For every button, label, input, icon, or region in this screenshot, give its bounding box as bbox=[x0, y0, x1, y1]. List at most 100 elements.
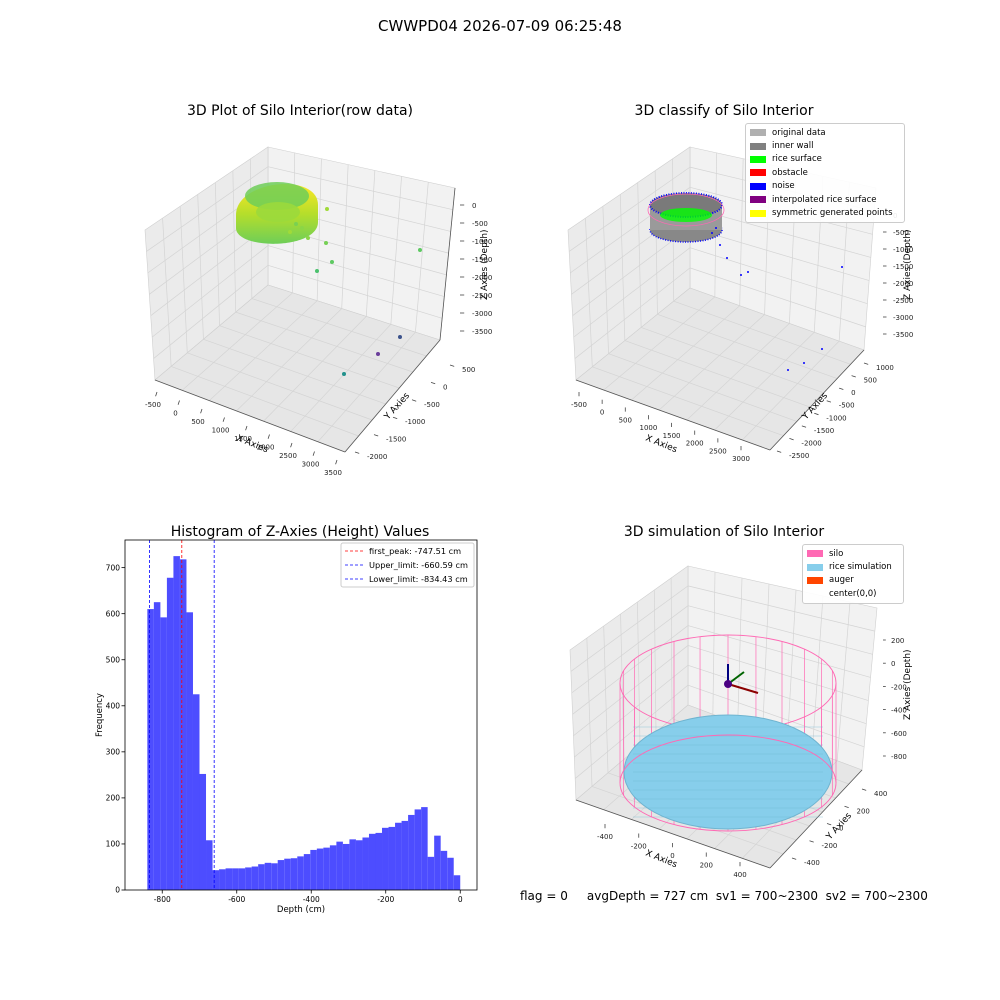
p1-data-point bbox=[315, 269, 319, 273]
p1-grid-line bbox=[365, 170, 376, 317]
p2-grid-line bbox=[689, 247, 868, 305]
p4-grid-line bbox=[737, 577, 743, 724]
legend-swatch bbox=[750, 182, 766, 190]
p1-grid-line bbox=[214, 182, 220, 326]
p2-y-tick bbox=[789, 438, 794, 441]
p1-y-tick bbox=[373, 434, 379, 437]
legend-item: rice surface bbox=[750, 153, 900, 166]
p1-x-tick-label: 1500 bbox=[234, 435, 252, 443]
p1-z-tick-label: -2000 bbox=[472, 274, 492, 282]
histogram-bar bbox=[232, 868, 239, 890]
legend-label: obstacle bbox=[772, 167, 808, 178]
p4-grid-line bbox=[570, 585, 689, 672]
histogram-bar bbox=[251, 866, 259, 890]
p2-x-tick-label: 3000 bbox=[732, 455, 750, 463]
p2-grid-line bbox=[739, 158, 744, 306]
legend-label: inner wall bbox=[772, 141, 814, 152]
p1-data-point bbox=[306, 236, 310, 240]
p2-y-tick-label: -2500 bbox=[789, 452, 809, 460]
p4-grid-line bbox=[762, 583, 770, 733]
p2-grid-line bbox=[631, 305, 740, 401]
legend-label: Upper_limit: -660.59 cm bbox=[369, 560, 468, 570]
histogram-bar bbox=[219, 869, 226, 890]
p2-z-tick-label: -1500 bbox=[893, 263, 913, 271]
histogram-bar bbox=[297, 856, 304, 890]
p1-data-point bbox=[324, 241, 328, 245]
p2-x-tick-label: 1500 bbox=[663, 432, 681, 440]
p1-x-tick-label: 2500 bbox=[279, 452, 297, 460]
p2-grid-line bbox=[742, 340, 840, 441]
p2-grid-line bbox=[686, 323, 790, 421]
x-axis-label: Depth (cm) bbox=[277, 905, 325, 915]
p2-noise-point bbox=[726, 257, 728, 259]
p4-grid-line bbox=[787, 589, 797, 743]
legend-swatch bbox=[750, 129, 766, 137]
p1-y-axis-line bbox=[344, 339, 441, 453]
histogram-bar bbox=[258, 864, 265, 890]
p1-grid-line bbox=[171, 366, 359, 437]
p4-grid-line bbox=[571, 605, 689, 694]
p4-grid-line bbox=[603, 625, 609, 773]
p4-x-tick-label: 0 bbox=[670, 852, 674, 860]
p4-z-tick-label: 200 bbox=[891, 637, 904, 645]
legend-label: Lower_limit: -834.43 cm bbox=[369, 574, 468, 584]
p1-y-tick-label: 0 bbox=[443, 383, 447, 391]
p2-x-tick-label: 2000 bbox=[686, 440, 704, 448]
p4-y-tick-label: -200 bbox=[822, 842, 838, 850]
p2-noise-point bbox=[715, 227, 717, 229]
histogram-bar bbox=[290, 858, 298, 890]
histogram-bar bbox=[375, 832, 383, 890]
p1-y-tick-label: 500 bbox=[462, 366, 475, 374]
legend-item: interpolated rice surface bbox=[750, 193, 900, 206]
p1-grid-line bbox=[251, 298, 427, 357]
p2-z-axis-label: Z Axies (Depth) bbox=[903, 229, 913, 300]
p2-grid-line bbox=[689, 227, 870, 281]
p1-grid-line bbox=[232, 170, 237, 313]
histogram-bar bbox=[342, 843, 350, 890]
p1-data-point bbox=[398, 335, 402, 339]
histogram-bar bbox=[277, 860, 285, 890]
p1-grid-line bbox=[150, 225, 269, 316]
p2-noise-point bbox=[787, 369, 789, 371]
histogram-bar bbox=[186, 612, 193, 890]
legend-swatch bbox=[750, 155, 766, 163]
p1-grid-line bbox=[181, 292, 293, 391]
p4-z-tick-label: -800 bbox=[891, 753, 907, 761]
legend-swatch bbox=[807, 590, 823, 597]
p4-grid-line bbox=[574, 684, 689, 779]
p1-z-tick-label: -3500 bbox=[472, 328, 492, 336]
histogram-bar bbox=[173, 556, 180, 890]
p4-y-tick-label: 400 bbox=[874, 790, 887, 798]
histogram-bar bbox=[199, 773, 207, 890]
p1-data-point bbox=[300, 226, 304, 230]
legend-swatch bbox=[807, 563, 823, 571]
p1-grid-line bbox=[209, 300, 318, 401]
p2-noise-point bbox=[821, 348, 823, 350]
histogram-bar bbox=[323, 847, 330, 890]
p2-grid-line bbox=[714, 332, 815, 431]
y-tick-label: 700 bbox=[106, 563, 121, 572]
y-tick-label: 200 bbox=[106, 794, 121, 803]
p2-grid-line bbox=[654, 170, 658, 315]
p2-y-tick bbox=[839, 387, 844, 390]
legend-item: center(0,0) bbox=[807, 587, 899, 600]
p1-x-tick-label: 500 bbox=[191, 418, 204, 426]
p1-grid-line bbox=[415, 182, 429, 333]
p2-y-tick bbox=[801, 425, 807, 428]
p1-x-tick-label: 3500 bbox=[324, 469, 342, 477]
p1-grid-line bbox=[390, 176, 402, 325]
p1-grid-line bbox=[316, 158, 322, 301]
p2-y-tick bbox=[851, 375, 856, 378]
p4-grid-line bbox=[573, 645, 689, 736]
legend-item: noise bbox=[750, 180, 900, 193]
p1-z-tick-label: 0 bbox=[472, 202, 476, 210]
p2-grid-line bbox=[641, 327, 824, 394]
p1-data-point bbox=[325, 207, 329, 211]
p1-grid-line bbox=[146, 166, 269, 252]
p4-x-tick-label: -400 bbox=[597, 833, 613, 841]
histogram-bar bbox=[212, 870, 220, 890]
histogram-bar bbox=[271, 863, 278, 890]
p4-y-tick bbox=[826, 823, 832, 826]
p2-grid-line bbox=[568, 166, 691, 252]
p1-ring-inner-lower bbox=[256, 202, 300, 222]
